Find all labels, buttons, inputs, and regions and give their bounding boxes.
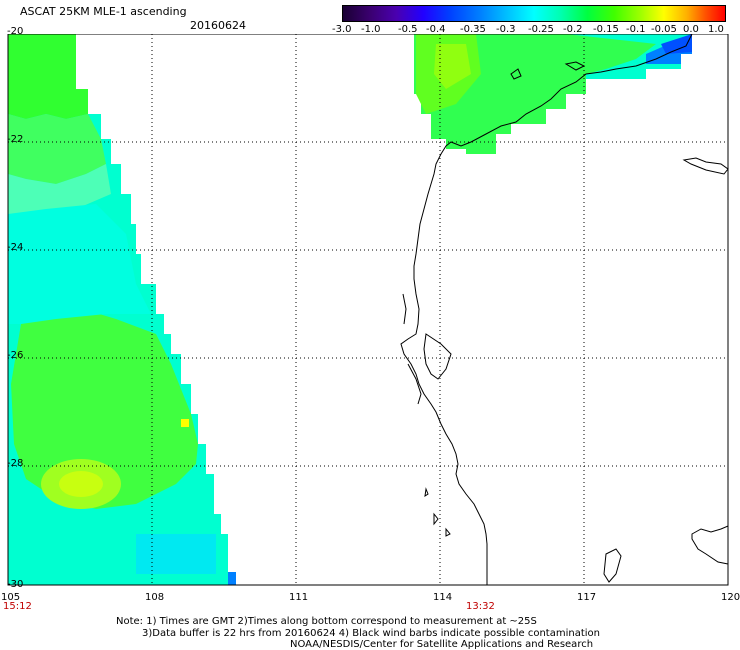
lon-label: 114 [433,592,453,603]
colorbar-label: -0.05 [651,24,677,35]
pass-time-left: 15:12 [3,601,32,612]
note-line-2: 3)Data buffer is 22 hrs from 20160624 4)… [142,628,600,639]
lat-label: -20 [7,26,24,37]
note-line-1: Note: 1) Times are GMT 2)Times along bot… [116,616,537,627]
coastline [400,34,729,585]
lon-label: 111 [289,592,309,603]
colorbar-label: -0.5 [398,24,418,35]
lon-label: 120 [721,592,740,603]
satellite-swath-northeast [414,34,692,154]
colorbar-label: -0.1 [626,24,646,35]
color-scale-bar [342,5,726,22]
wind-map [7,34,729,586]
map-frame [7,34,729,586]
lat-label: -22 [7,134,24,145]
satellite-swath-west [8,34,236,585]
note-credit: NOAA/NESDIS/Center for Satellite Applica… [290,639,594,650]
colorbar-label: 1.0 [708,24,724,35]
colorbar-label: -0.2 [563,24,583,35]
product-title: ASCAT 25KM MLE-1 ascending [20,5,187,18]
colorbar-label: 0.0 [683,24,699,35]
lat-label: -28 [7,458,24,469]
colorbar-label: -0.3 [496,24,516,35]
lat-label: -26 [7,350,24,361]
graticule [8,34,728,585]
lat-label: -30 [7,579,24,590]
colorbar-label: -0.25 [528,24,554,35]
pass-time-mid: 13:32 [466,601,495,612]
colorbar-label: -0.4 [426,24,446,35]
product-date: 20160624 [190,19,246,32]
lat-label: -24 [7,242,24,253]
colorbar-label: -3.0 [332,24,352,35]
lon-label: 117 [577,592,597,603]
lon-label: 105 [1,592,21,603]
colorbar-label: -0.15 [593,24,619,35]
colorbar-label: -1.0 [361,24,381,35]
colorbar-label: -0.35 [460,24,486,35]
lon-label: 108 [145,592,165,603]
